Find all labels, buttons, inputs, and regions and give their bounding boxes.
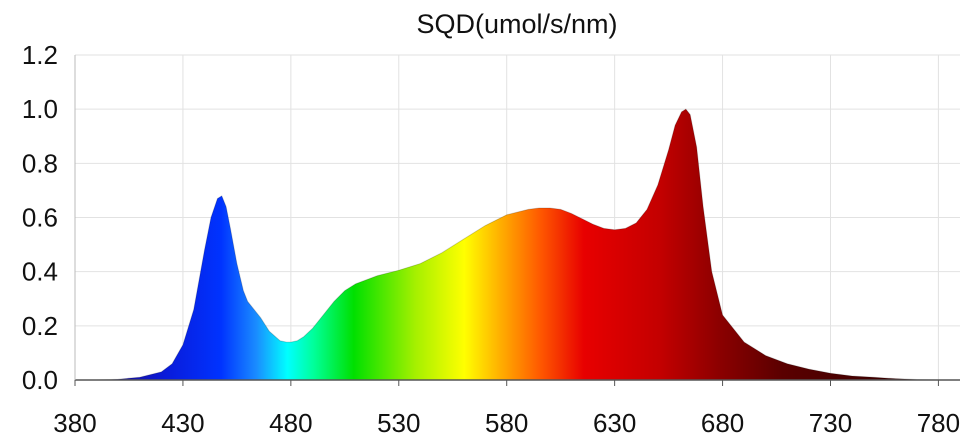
x-tick-label: 380: [53, 408, 96, 438]
x-tick-label: 530: [377, 408, 420, 438]
y-tick-label: 1.2: [22, 40, 58, 70]
x-tick-label: 780: [917, 408, 960, 438]
chart-title: SQD(umol/s/nm): [416, 9, 617, 39]
x-tick-label: 430: [161, 408, 204, 438]
x-tick-label: 630: [593, 408, 636, 438]
spectrum-outline: [75, 108, 960, 381]
y-tick-label: 0.6: [22, 203, 58, 233]
y-tick-label: 0.2: [22, 311, 58, 341]
x-tick-label: 680: [701, 408, 744, 438]
y-tick-labels: 0.0 0.2 0.4 0.6 0.8 1.0 1.2: [22, 40, 58, 395]
x-tick-label: 580: [485, 408, 528, 438]
x-tick-label: 730: [809, 408, 852, 438]
chart-marks: [75, 108, 960, 381]
x-tick-label: 480: [269, 408, 312, 438]
y-tick-label: 1.0: [22, 94, 58, 124]
spectrum-area: [75, 109, 960, 381]
y-tick-label: 0.8: [22, 148, 58, 178]
y-tick-label: 0.4: [22, 257, 58, 287]
x-tick-labels: 380 430 480 530 580 630 680 730 780: [53, 408, 960, 438]
y-tick-label: 0.0: [22, 365, 58, 395]
